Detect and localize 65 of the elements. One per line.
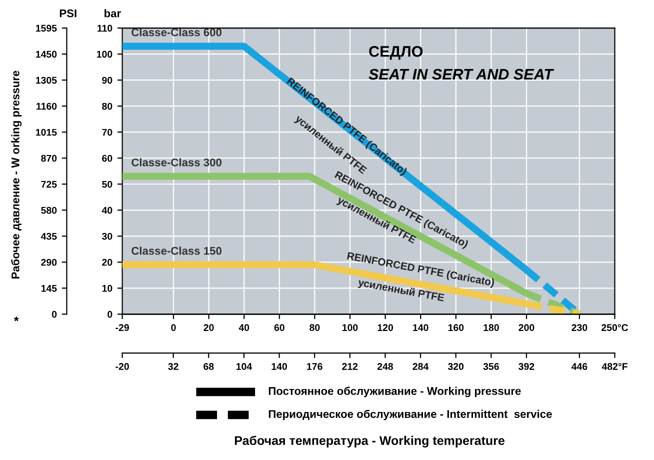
y2-tick-label: 1305 [36,76,57,84]
y2-tick-label: 580 [41,206,57,214]
series-label: Classe-Class 600 [132,28,222,36]
x2-tick-label: 482°F [602,363,628,370]
y-tick-label: 90 [102,76,112,84]
x2-tick-label: 32 [168,363,178,370]
y-tick-label: 20 [102,258,112,266]
x2-tick-label: 104 [236,363,252,370]
x-tick-label: 160 [448,324,464,332]
y-tick-label: 0 [108,310,112,318]
x2-tick-label: 446 [571,363,588,370]
y2-tick-label: 1450 [36,50,57,58]
text: Постоянное обслуживание - Working pressure [268,386,521,398]
x-tick-label: 180 [484,324,499,332]
x-tick-label: 60 [274,324,284,332]
y2-tick-label: 1160 [36,102,57,110]
text: * [14,316,19,322]
x-tick-label: -29 [116,324,129,332]
x2-tick-label: 68 [204,363,214,370]
text: СЕДЛО [369,46,423,60]
y-tick-label: 30 [102,232,112,240]
y2-tick-label: 290 [41,258,57,266]
y-tick-label: 100 [96,50,112,58]
text: Периодическое обслуживание - Intermittent service [268,410,552,420]
annotation: усиленный PTFE [357,278,445,304]
y-tick-label: 60 [102,154,112,162]
x2-tick-label: 392 [518,363,534,370]
x2-tick-label: 176 [307,363,322,370]
y2-tick-label: 0 [52,310,57,318]
x2-tick-label: 356 [483,363,499,370]
y-tick-label: 50 [102,180,112,188]
y-tick-label: 110 [98,24,112,32]
y-tick-label: 10 [102,284,112,292]
x-tick-label: 230 [572,324,588,332]
y2-tick-label: 870 [41,154,57,162]
x2-tick-label: 212 [342,363,358,370]
x-tick-label: 40 [238,324,250,332]
x-tick-label: 80 [310,324,320,332]
y2-axis-title: PSI [60,9,76,18]
series-label: Classe-Class 300 [132,158,222,166]
x2-tick-label: 248 [377,363,394,370]
series-label: Classe-Class 150 [132,246,222,255]
y-tick-label: 80 [102,102,112,110]
y-tick-label: 70 [102,128,112,136]
x-tick-label: 200 [518,324,534,332]
y2-tick-label: 1595 [36,24,57,32]
y2-tick-label: 145 [41,285,57,292]
x2-tick-label: -20 [116,363,129,370]
y2-tick-label: 435 [40,232,57,240]
y2-tick-label: 725 [41,180,57,188]
x-tick-label: 0 [171,324,176,332]
x2-tick-label: 320 [448,363,464,370]
x-tick-label: 120 [378,324,394,332]
x2-tick-label: 284 [412,363,429,370]
y2-tick-label: 1015 [36,128,57,136]
text: SEAT IN SERT AND SEAT [368,68,554,80]
x2-tick-label: 140 [272,363,287,370]
text: Рабочая температура - Working temperature [234,436,504,448]
x-tick-label: 250°C [602,324,628,332]
y-axis-title: bar [104,9,121,18]
x-tick-label: 140 [413,324,428,332]
y-tick-label: 40 [102,206,112,214]
x-tick-label: 20 [204,324,214,332]
x-tick-label: 100 [342,324,358,332]
text: Рабочее давление - W orking pressure [11,70,22,278]
